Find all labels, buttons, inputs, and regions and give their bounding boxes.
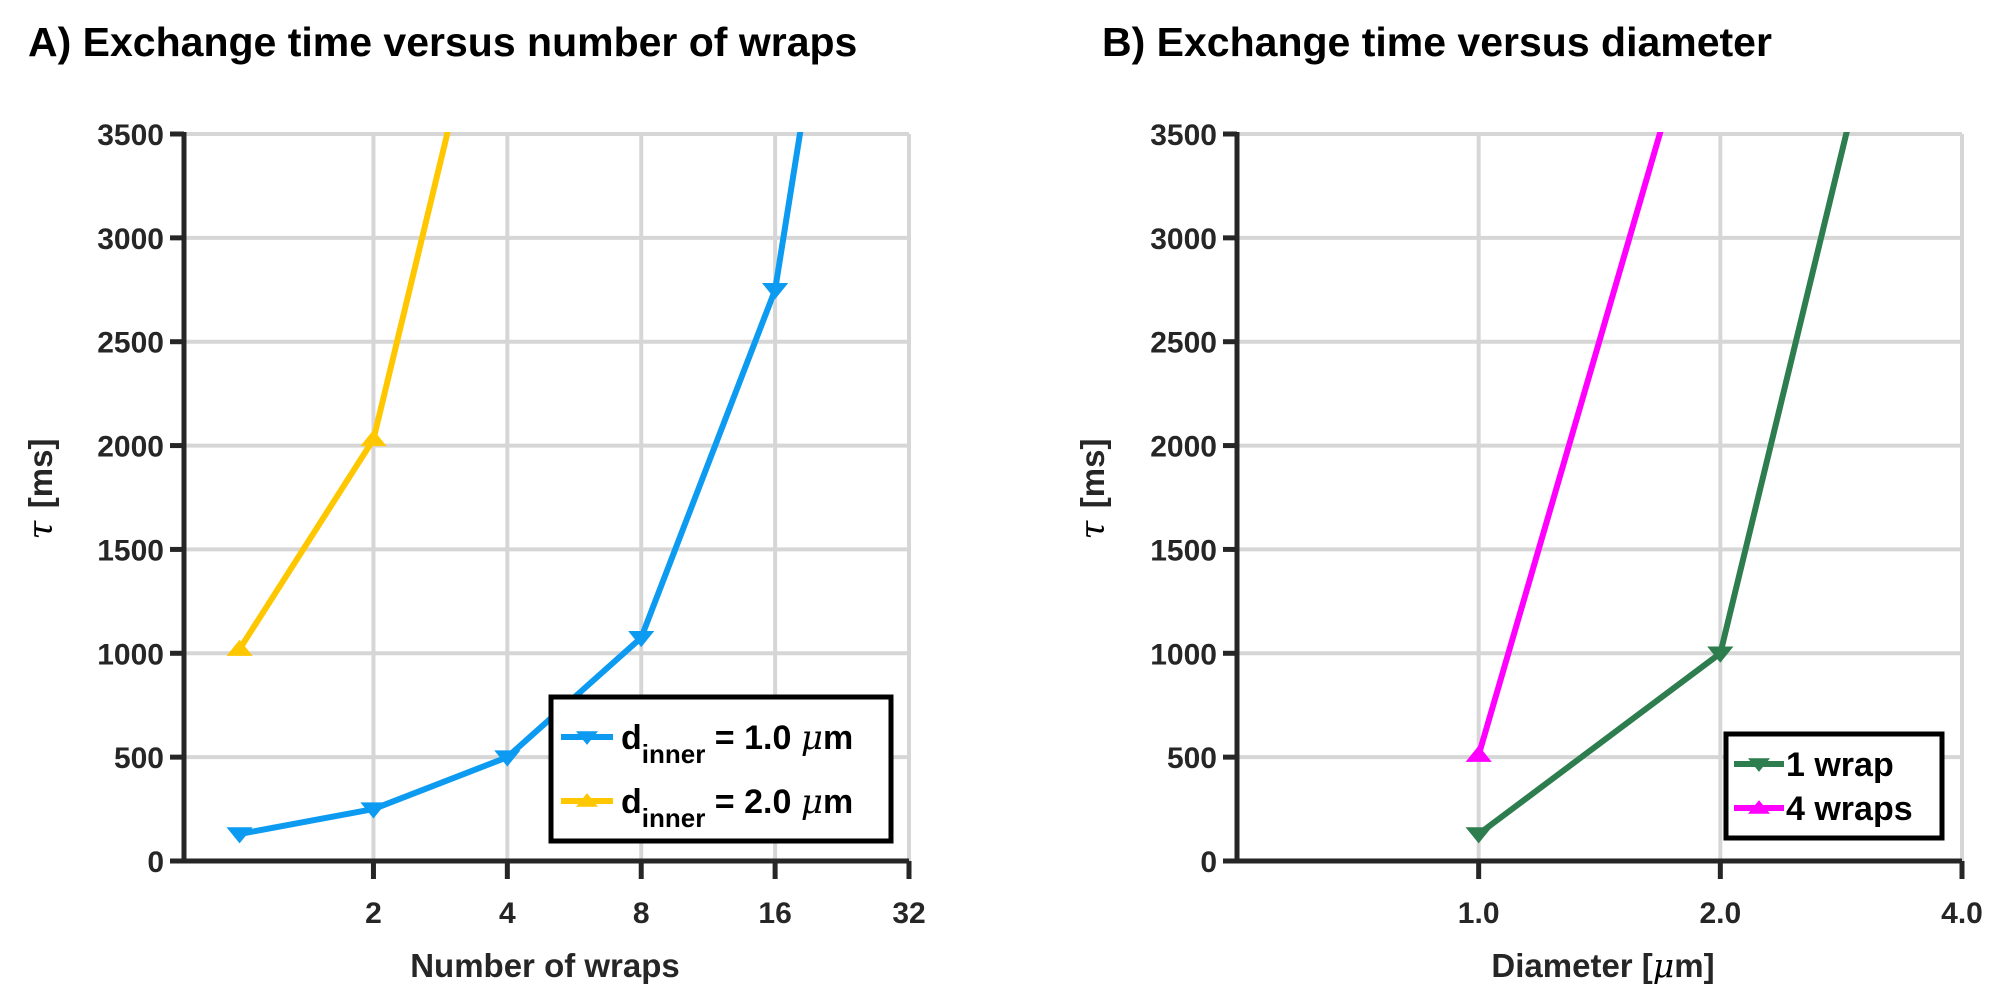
panel-a: A) Exchange time versus number of wraps … xyxy=(21,19,926,984)
panel-b-y-tick-label: 1000 xyxy=(1150,638,1217,671)
panel-b-series xyxy=(1465,132,1850,844)
panel-b-legend-entry: 1 wrap xyxy=(1786,746,1894,784)
panel-a-legend: dinner = 1.0 μm dinner = 2.0 μm xyxy=(548,694,894,844)
panel-a-legend-marker xyxy=(576,731,598,745)
panel-a-y-axis-unit: [ms] xyxy=(22,439,59,509)
panel-a-y-tick-label: 3000 xyxy=(97,223,164,256)
panel-a-y-tick-label: 2500 xyxy=(97,327,164,360)
panel-b-series-line-2 xyxy=(1475,132,1664,756)
panel-b-y-tick-label: 0 xyxy=(1200,846,1217,879)
panel-a-x-tick-label: 2 xyxy=(365,897,382,930)
panel-b-legend-entry: 4 wraps xyxy=(1786,790,1913,828)
panel-a-legend-box xyxy=(548,694,894,844)
panel-a-legend-marker xyxy=(576,793,598,807)
panel-a-title: A) Exchange time versus number of wraps xyxy=(28,19,857,65)
panel-b-y-tick-label: 3500 xyxy=(1150,119,1217,152)
panel-a-y-tick-label: 3500 xyxy=(97,119,164,152)
panel-b-x-axis-label-main: Diameter [ xyxy=(1491,947,1652,984)
panel-b-tick-labels: 0 500 1000 1500 2000 2500 3000 3500 1.0 2.0 4.0 xyxy=(1150,119,1983,930)
panel-a-data-point xyxy=(360,802,387,819)
panel-a-x-tick-label: 4 xyxy=(499,897,516,930)
panel-a-data-point xyxy=(628,630,655,648)
panel-b-legend-box xyxy=(1723,731,1945,841)
panel-b-y-tick-label: 3000 xyxy=(1150,223,1217,256)
panel-b-legend-marker xyxy=(1748,758,1770,772)
panel-b-x-tick-label: 2.0 xyxy=(1699,897,1741,930)
panel-a-legend-entry: dinner = 1.0 μm xyxy=(621,718,853,769)
panel-a-data-point xyxy=(226,827,253,844)
panel-b: B) Exchange time versus diameter 0 500 100… xyxy=(1073,19,1983,985)
panel-a-y-tick-label: 500 xyxy=(114,742,164,775)
panel-a-y-axis-symbol: τ xyxy=(21,519,61,539)
panel-a-y-tick-label: 2000 xyxy=(97,431,164,464)
panel-b-x-axis-label-unit: m] xyxy=(1674,947,1714,984)
panel-a-legend-entry: dinner = 2.0 μm xyxy=(621,782,853,833)
panel-b-y-axis-label: τ [ms] xyxy=(1073,439,1113,540)
panel-b-x-axis-label-mu: μ xyxy=(1653,946,1674,985)
panel-b-data-point xyxy=(1707,646,1734,663)
panel-b-y-tick-label: 2000 xyxy=(1150,431,1217,464)
panel-a-y-tick-label: 0 xyxy=(147,846,164,879)
panel-a-data-point xyxy=(494,750,521,767)
panel-a-tick-labels: 0 500 1000 1500 2000 2500 3000 3500 2 4 8 16 32 xyxy=(97,119,925,930)
panel-b-x-tick-label: 4.0 xyxy=(1941,897,1983,930)
panel-b-data-point xyxy=(1465,827,1492,844)
panel-b-legend: 1 wrap 4 wraps xyxy=(1723,731,1945,841)
panel-b-y-tick-label: 1500 xyxy=(1150,534,1217,567)
panel-b-x-axis-label: Diameter [μm] xyxy=(1491,946,1714,985)
panel-a-y-tick-label: 1500 xyxy=(97,534,164,567)
panel-b-axes xyxy=(1223,131,1965,879)
panel-a-x-tick-label: 8 xyxy=(633,897,650,930)
panel-a-axes xyxy=(170,131,912,879)
panel-a-y-tick-label: 1000 xyxy=(97,638,164,671)
panel-a-data-point xyxy=(360,429,387,447)
panel-b-title: B) Exchange time versus diameter xyxy=(1102,19,1772,65)
panel-b-x-tick-label: 1.0 xyxy=(1458,897,1500,930)
panel-b-y-tick-label: 2500 xyxy=(1150,327,1217,360)
panel-a-y-axis-label: τ [ms] xyxy=(21,439,61,540)
panel-a-x-axis-label: Number of wraps xyxy=(410,947,680,984)
panel-a-x-tick-label: 32 xyxy=(892,897,925,930)
panel-b-grid xyxy=(1237,132,1964,861)
panel-b-y-tick-label: 500 xyxy=(1167,742,1217,775)
panel-b-legend-marker xyxy=(1748,800,1770,814)
panel-a-x-tick-label: 16 xyxy=(758,897,791,930)
panel-a-data-point xyxy=(226,639,253,656)
panel-b-y-axis-symbol: τ xyxy=(1073,519,1113,539)
panel-b-data-point xyxy=(1465,745,1492,762)
panel-a-data-point xyxy=(762,283,789,300)
panel-b-y-axis-unit: [ms] xyxy=(1074,439,1111,509)
